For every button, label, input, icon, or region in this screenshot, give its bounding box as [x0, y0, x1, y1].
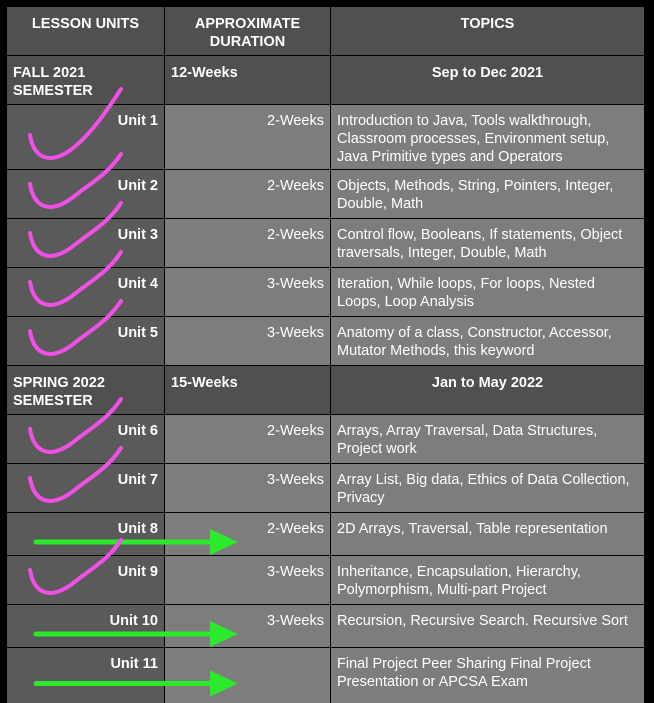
unit-duration: 3-Weeks — [165, 605, 330, 647]
unit-duration: 2-Weeks — [165, 513, 330, 555]
unit-label: Unit 9 — [7, 556, 164, 604]
unit-topics: Final Project Peer Sharing Final Project… — [331, 648, 644, 703]
unit-duration: 3-Weeks — [165, 556, 330, 604]
unit-label: Unit 5 — [7, 317, 164, 365]
unit-topics: Introduction to Java, Tools walkthrough,… — [331, 105, 644, 169]
unit-label: Unit 7 — [7, 464, 164, 512]
unit-topics: Recursion, Recursive Search. Recursive S… — [331, 605, 644, 647]
semester-name: SPRING 2022 SEMESTER — [7, 366, 164, 414]
semester-duration: 12-Weeks — [165, 56, 330, 104]
unit-label: Unit 2 — [7, 170, 164, 218]
unit-topics: 2D Arrays, Traversal, Table representati… — [331, 513, 644, 555]
semester-duration: 15-Weeks — [165, 366, 330, 414]
unit-label: Unit 1 — [7, 105, 164, 169]
unit-label: Unit 10 — [7, 605, 164, 647]
unit-duration: 2-Weeks — [165, 415, 330, 463]
unit-topics: Arrays, Array Traversal, Data Structures… — [331, 415, 644, 463]
unit-topics: Objects, Methods, String, Pointers, Inte… — [331, 170, 644, 218]
unit-duration: 3-Weeks — [165, 464, 330, 512]
unit-label: Unit 4 — [7, 268, 164, 316]
unit-duration: 2-Weeks — [165, 170, 330, 218]
unit-topics: Array List, Big data, Ethics of Data Col… — [331, 464, 644, 512]
header-topics: TOPICS — [331, 7, 644, 55]
unit-topics: Inheritance, Encapsulation, Hierarchy, P… — [331, 556, 644, 604]
unit-duration — [165, 648, 330, 703]
unit-topics: Anatomy of a class, Constructor, Accesso… — [331, 317, 644, 365]
unit-label: Unit 6 — [7, 415, 164, 463]
unit-duration: 2-Weeks — [165, 105, 330, 169]
header-approximate-duration: APPROXIMATE DURATION — [165, 7, 330, 55]
semester-dates: Sep to Dec 2021 — [331, 56, 644, 104]
unit-label: Unit 11 — [7, 648, 164, 703]
unit-topics: Control flow, Booleans, If statements, O… — [331, 219, 644, 267]
unit-topics: Iteration, While loops, For loops, Neste… — [331, 268, 644, 316]
unit-duration: 3-Weeks — [165, 268, 330, 316]
semester-dates: Jan to May 2022 — [331, 366, 644, 414]
header-lesson-units: LESSON UNITS — [7, 7, 164, 55]
unit-duration: 2-Weeks — [165, 219, 330, 267]
unit-duration: 3-Weeks — [165, 317, 330, 365]
unit-label: Unit 3 — [7, 219, 164, 267]
unit-label: Unit 8 — [7, 513, 164, 555]
semester-name: FALL 2021 SEMESTER — [7, 56, 164, 104]
